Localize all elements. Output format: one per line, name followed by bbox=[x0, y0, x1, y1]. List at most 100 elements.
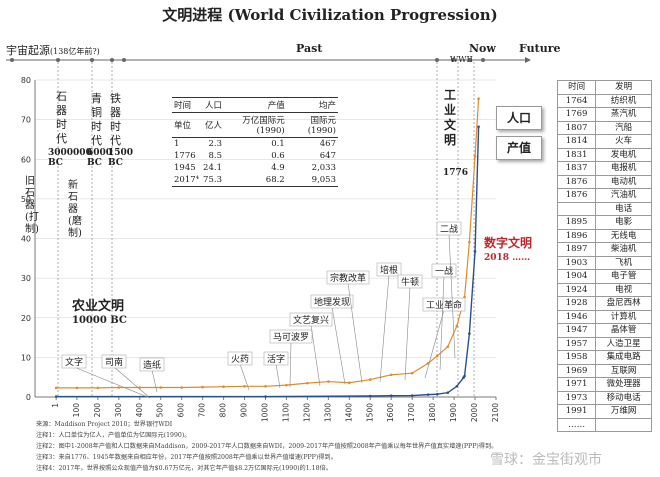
data-point bbox=[243, 385, 246, 388]
invention-year: 1957 bbox=[556, 336, 597, 351]
event-box bbox=[326, 270, 370, 285]
invention-year: 1958 bbox=[556, 350, 597, 365]
stats-cell: 0.6 bbox=[271, 151, 285, 161]
data-point bbox=[159, 386, 163, 389]
timeline-dot bbox=[122, 58, 126, 62]
x-tick-label: 1200 bbox=[302, 403, 311, 422]
data-point bbox=[477, 97, 480, 100]
inventions-row: 1769 蒸汽机 bbox=[556, 107, 652, 122]
data-point bbox=[117, 386, 121, 389]
invention-year: 1896 bbox=[556, 228, 597, 243]
invention-year: 1924 bbox=[556, 282, 597, 297]
invention-year: …… bbox=[556, 417, 597, 432]
event-leader bbox=[73, 366, 151, 399]
inventions-row: 1837 电报机 bbox=[556, 161, 652, 176]
data-point bbox=[436, 392, 439, 396]
x-tick-label: 1900 bbox=[449, 403, 458, 422]
inventions-row: 电话 bbox=[556, 201, 652, 216]
invention-name: 飞机 bbox=[595, 255, 652, 270]
invention-name: 蒸汽机 bbox=[595, 107, 652, 122]
event-label: 二战 bbox=[440, 224, 458, 235]
inventions-row: 1928 盘尼西林 bbox=[556, 296, 652, 311]
stats-cell: 2,033 bbox=[311, 163, 336, 173]
invention-name: 电报机 bbox=[595, 161, 652, 176]
inventions-row: 1895 电影 bbox=[556, 215, 652, 230]
data-point bbox=[138, 386, 142, 389]
x-tick-label: 1800 bbox=[428, 403, 437, 422]
stats-cell: 单位 bbox=[174, 121, 192, 131]
stats-cell: 亿人 bbox=[204, 121, 222, 131]
data-point bbox=[463, 374, 466, 378]
event-box bbox=[397, 274, 423, 289]
industrial-date: 1776 bbox=[443, 168, 469, 178]
invention-name: 电动机 bbox=[595, 174, 652, 189]
inventions-table: 时间 发明 1764 纺织机 1769 蒸汽机 1807 汽船 1814 火车 1831 发电机 183… bbox=[556, 80, 652, 432]
x-tick-label: 1500 bbox=[365, 403, 374, 422]
invention-name: 电子管 bbox=[595, 269, 652, 284]
data-point bbox=[201, 385, 204, 389]
data-point bbox=[410, 394, 414, 397]
invention-year: 1904 bbox=[556, 269, 597, 284]
iron-age-date: 1500 BC bbox=[108, 148, 134, 168]
event-label: 宗教改革 bbox=[330, 272, 366, 284]
stats-cell: 647 bbox=[319, 151, 336, 161]
timeline-dot bbox=[10, 58, 14, 62]
invention-name: 汽船 bbox=[595, 120, 652, 135]
inventions-row: 1896 无线电 bbox=[556, 228, 652, 243]
invention-year: 1814 bbox=[556, 134, 597, 149]
inventions-row: 1924 电视 bbox=[556, 282, 652, 297]
data-point bbox=[306, 381, 309, 385]
stats-cell: 1945 bbox=[174, 163, 196, 173]
agriculture-label: 农业文明 bbox=[72, 299, 125, 314]
footnote-line: 注释2：图中1-2008年产值和人口数据来自Maddison，2009-2017… bbox=[36, 443, 498, 450]
digital-label: 数字文明 bbox=[484, 236, 533, 250]
y-tick-label: 30 bbox=[21, 274, 31, 283]
industrial-label: 工业文明 bbox=[444, 88, 457, 147]
event-label: 工业革命 bbox=[426, 299, 462, 311]
event-leader bbox=[310, 324, 321, 387]
invention-year: 1969 bbox=[556, 363, 597, 378]
stats-cell: 均产 bbox=[318, 101, 336, 111]
invention-name: 汽油机 bbox=[595, 188, 652, 203]
event-box bbox=[422, 297, 466, 312]
x-tick-label: 300 bbox=[114, 403, 123, 418]
now-label: Now bbox=[469, 42, 496, 55]
footnote-line: 来源：Maddison Project 2010；世界银行WDI bbox=[36, 421, 173, 428]
invention-year: 1876 bbox=[556, 188, 597, 203]
inventions-row: 1831 发电机 bbox=[556, 147, 652, 162]
timeline-dot bbox=[481, 58, 485, 62]
event-box bbox=[289, 312, 333, 327]
x-tick-label: 1300 bbox=[323, 403, 332, 422]
origin-text: 宇宙起源 bbox=[6, 44, 50, 57]
page-title: 文明进程 (World Civilization Progression) bbox=[162, 6, 498, 24]
data-point bbox=[389, 394, 393, 397]
event-leader bbox=[151, 369, 158, 393]
data-point bbox=[54, 395, 58, 398]
agriculture-date: 10000 BC bbox=[72, 315, 127, 326]
timeline-dot bbox=[468, 58, 472, 62]
y-tick-label: 10 bbox=[21, 353, 31, 362]
stats-row: 1 2.3 0.1 467 bbox=[172, 138, 338, 151]
invention-year: 1895 bbox=[556, 215, 597, 230]
event-label: 司南 bbox=[105, 356, 123, 368]
x-tick-label: 500 bbox=[156, 403, 165, 418]
data-point bbox=[426, 393, 430, 396]
event-label: 一战 bbox=[435, 266, 453, 277]
invention-name bbox=[595, 417, 652, 432]
stats-cell: 产值 bbox=[267, 101, 285, 111]
population-series-label: 人口 bbox=[496, 106, 542, 130]
data-point bbox=[264, 385, 267, 388]
x-tick-label: 1100 bbox=[281, 403, 290, 422]
stats-cell: 8.5 bbox=[208, 151, 222, 161]
event-leader bbox=[424, 309, 445, 379]
event-box bbox=[61, 354, 87, 369]
stats-row: 1776 8.5 0.6 647 bbox=[172, 150, 338, 162]
invention-name: 电话 bbox=[595, 201, 652, 216]
x-tick-label: 2100 bbox=[491, 403, 500, 422]
y-tick-label: 70 bbox=[21, 116, 31, 125]
event-box bbox=[431, 263, 457, 278]
event-label: 马可波罗 bbox=[273, 331, 309, 343]
invention-year: 1971 bbox=[556, 377, 597, 392]
event-box bbox=[227, 351, 253, 366]
x-tick-label: 1400 bbox=[344, 403, 353, 422]
